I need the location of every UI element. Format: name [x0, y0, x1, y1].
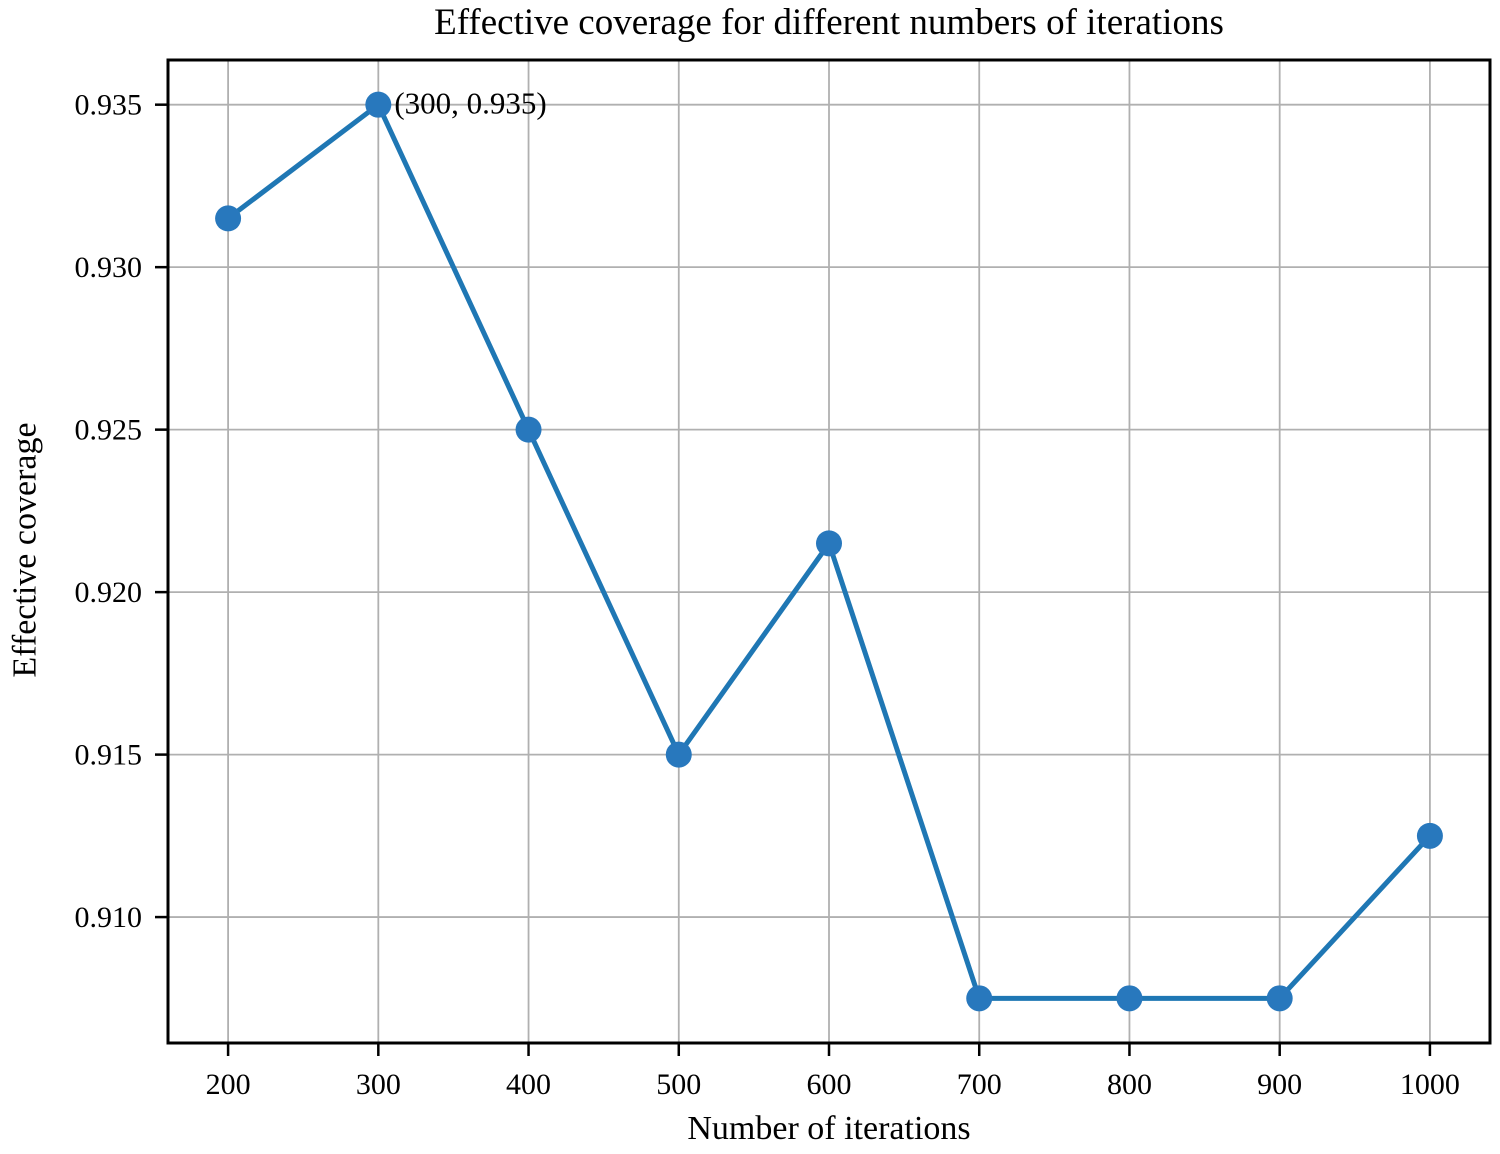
peak-annotation: (300, 0.935) [394, 86, 546, 121]
x-tick-label: 500 [656, 1068, 701, 1101]
x-tick-label: 700 [957, 1068, 1002, 1101]
x-axis-title: Number of iterations [687, 1110, 971, 1147]
x-tick-label: 200 [206, 1068, 251, 1101]
y-tick-label: 0.930 [75, 251, 143, 284]
y-tick-label: 0.935 [75, 89, 143, 122]
data-point-marker [515, 416, 542, 443]
x-tick-label: 1000 [1400, 1068, 1460, 1101]
data-point-marker [1266, 985, 1293, 1012]
plot-frame [166, 58, 1492, 1045]
data-point-marker [816, 530, 842, 557]
data-point-marker [1116, 985, 1143, 1012]
x-tick-label: 300 [356, 1068, 401, 1101]
x-tick-label: 600 [807, 1068, 852, 1101]
data-point-marker [365, 91, 392, 118]
data-point-marker [1416, 822, 1443, 849]
chart-title: Effective coverage for different numbers… [434, 2, 1224, 43]
y-tick-label: 0.915 [75, 739, 143, 772]
x-tick-label: 900 [1257, 1068, 1302, 1101]
x-tick-label: 800 [1107, 1068, 1152, 1101]
y-tick-label: 0.910 [75, 901, 143, 934]
x-tick-label: 400 [506, 1068, 551, 1101]
data-point-marker [966, 985, 993, 1012]
data-point-marker [215, 205, 242, 232]
y-tick-label: 0.920 [75, 576, 143, 609]
data-point-marker [665, 741, 692, 768]
y-tick-label: 0.925 [75, 414, 143, 447]
